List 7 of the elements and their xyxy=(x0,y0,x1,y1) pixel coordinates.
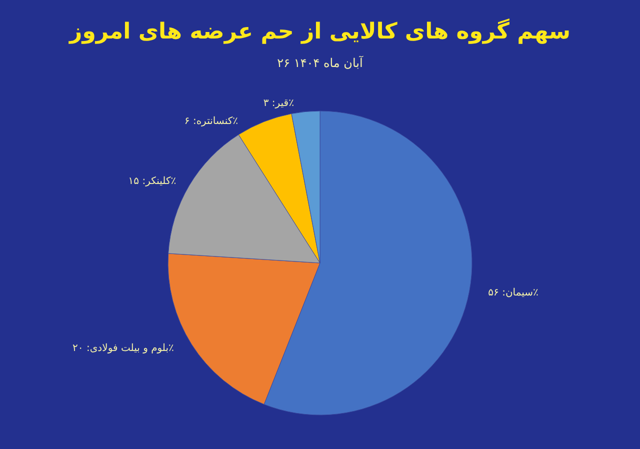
slice-label: قیر: ۳٪ xyxy=(263,98,294,110)
slice-label: کلینکر: ۱۵٪ xyxy=(128,176,176,188)
chart-subtitle: ۲۶ آبان ماه ۱۴۰۴ xyxy=(277,55,364,70)
chart-title: سهم گروه های کالایی از حم عرضه های امروز xyxy=(68,18,570,44)
slice-label: سیمان: ۵۶٪ xyxy=(488,287,538,298)
slice-label: بلوم و بیلت فولادی: ۲۰٪ xyxy=(72,343,174,354)
slice-label: کنسانتره: ۶٪ xyxy=(184,116,238,128)
